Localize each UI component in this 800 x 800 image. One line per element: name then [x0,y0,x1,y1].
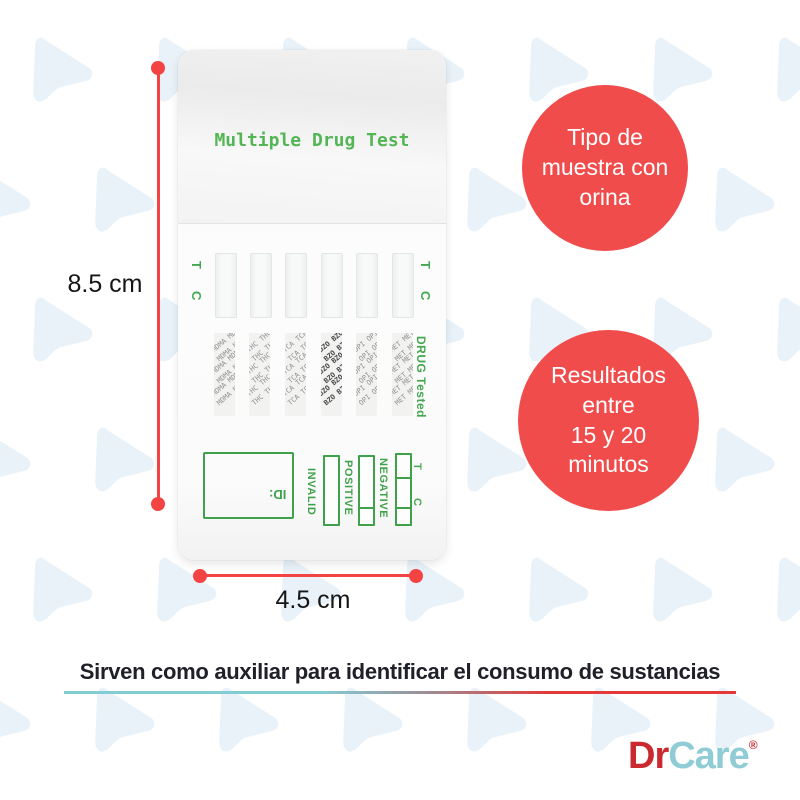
triangle-icon [27,556,97,629]
width-dimension-line [200,574,416,577]
height-dimension-line [157,68,160,504]
triangle-icon [709,426,779,499]
badge-text-line: muestra con [541,154,669,181]
id-box: ID: [203,452,294,519]
brand-logo-dr: Dr [628,735,669,777]
triangle-icon [771,556,800,629]
badge-text-line: minutos [568,451,649,478]
triangle-icon [89,426,159,499]
sample-type-badge: Tipo de muestra con orina [522,85,688,251]
triangle-icon [27,36,97,109]
triangle-icon [523,556,593,629]
drug-panel-label: BZO BZO BZO BZO BZO BZO BZO BZO BZO BZO BZO B… [321,333,342,416]
brand-logo-care: Care [668,735,749,777]
cassette-lid: Multiple Drug Test [178,50,446,224]
badge-text-line: entre [582,391,635,418]
test-line [397,477,410,479]
cassette-title: Multiple Drug Test [214,130,410,151]
brand-logo: DrCare® [628,735,758,778]
triangle-icon [647,556,717,629]
drug-panel-label: MET MET MET MET MET MET MET MET MET MET MET M… [392,333,413,416]
height-dimension-label: 8.5 cm [67,270,143,298]
registered-trademark-icon: ® [748,738,758,752]
drug-panel-label: OPI OPI OPI OPI OPI OPI OPI OPI OPI OPI OPI O… [356,333,377,416]
strip-marker-c-left: C [189,291,204,301]
test-strip-window [321,253,343,318]
control-line [397,507,410,509]
strip-marker-t-left: T [189,261,204,269]
triangle-icon [151,556,221,629]
legend-positive-label: POSITIVE [342,460,354,516]
legend-invalid-label: INVALID [305,468,317,516]
width-dimension-label: 4.5 cm [275,586,351,614]
gradient-divider [64,691,736,694]
triangle-icon [89,166,159,239]
legend-negative-label: NEGATIVE [377,458,389,519]
badge-text-line: 15 y 20 [570,421,647,448]
triangle-icon [0,426,35,499]
result-time-badge: Resultados entre 15 y 20 minutos [518,330,699,511]
triangle-icon [771,36,800,109]
badge-text-line: orina [579,183,631,210]
triangle-icon [0,166,35,239]
drug-panel-label: THC THC THC THC THC THC THC THC THC THC THC T… [249,333,270,416]
legend-positive-bar [358,455,375,526]
dimension-endpoint-dot [151,61,165,75]
strip-marker-c-right: C [418,291,433,301]
id-label: ID: [268,487,286,502]
dimension-endpoint-dot [409,569,423,583]
triangle-icon [0,686,35,759]
triangle-icon [27,296,97,369]
legend-invalid-bar [323,455,340,526]
drug-panel-label: MDMA MDMA MDMA MDMA MDMA MDMA MDMA MDMA MDMA… [214,333,235,416]
legend-marker-t: T [411,463,423,470]
legend-marker-c: C [411,498,423,506]
legend-negative-bar [395,453,412,526]
footer-tagline: Sirven como auxiliar para identificar el… [79,659,721,684]
test-strip-window [392,253,414,318]
badge-text-line: Tipo de [567,124,643,151]
dimension-endpoint-dot [151,497,165,511]
strip-marker-t-right: T [418,261,433,269]
drug-test-cassette: Multiple Drug Test T C T C MDMA MDMA MDMA… [178,50,446,560]
drug-panel-label: TCA TCA TCA TCA TCA TCA TCA TCA TCA TCA TCA T… [285,333,306,416]
control-line [360,507,373,509]
drug-tested-label: DRUG Tested [414,336,428,418]
test-strip-window [356,253,378,318]
triangle-icon [709,166,779,239]
test-strip-window [215,253,237,318]
dimension-endpoint-dot [193,569,207,583]
test-strip-window [250,253,272,318]
triangle-icon [399,556,469,629]
triangle-icon [771,296,800,369]
test-strip-window [285,253,307,318]
badge-text-line: Resultados [550,361,667,388]
